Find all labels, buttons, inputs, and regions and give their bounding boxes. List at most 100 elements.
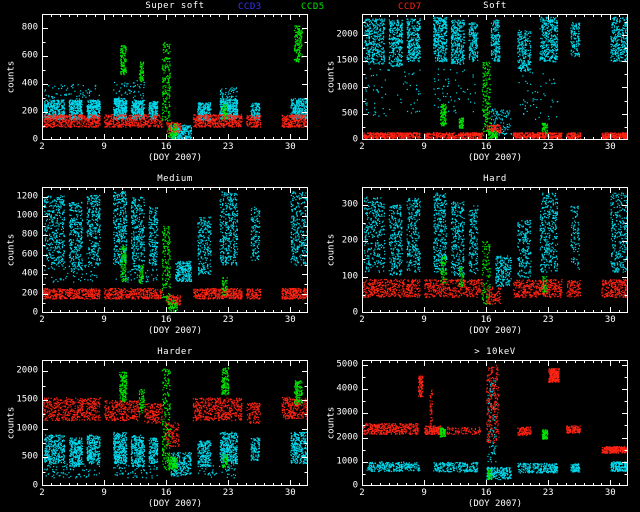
x-tick-label: 2 (39, 315, 45, 325)
y-tick-label: 100 (341, 271, 358, 282)
y-tick-label: 800 (21, 22, 38, 33)
scatter-canvas-harder (42, 360, 308, 486)
y-axis-label-text: counts (6, 233, 17, 267)
x-tick-label: 16 (480, 315, 492, 325)
legend-label-ccd7: CCD7 (398, 2, 422, 12)
y-tick-label: 600 (21, 249, 38, 260)
scatter-canvas-soft (362, 14, 628, 140)
x-tick-label: 30 (284, 142, 296, 152)
panel-title-medium: Medium (157, 174, 193, 184)
y-tick-label: 2000 (16, 365, 38, 376)
y-tick-label: 0 (32, 134, 38, 145)
x-tick-label: 23 (222, 142, 234, 152)
y-tick-label: 1000 (16, 210, 38, 221)
scatter-canvas-super-soft (42, 14, 308, 140)
y-tick-label: 4000 (336, 383, 358, 394)
x-tick-label: 16 (160, 142, 172, 152)
x-tick-label: 2 (359, 142, 365, 152)
y-tick-label: 0 (32, 307, 38, 318)
x-tick-label: 30 (604, 315, 616, 325)
y-tick-label: 200 (21, 106, 38, 117)
scatter-canvas-hard (362, 187, 628, 313)
panel-medium: Medium counts (DOY 2007) 2 9 16 23 30 0 200 400… (6, 174, 308, 336)
y-tick-label: 2000 (336, 432, 358, 443)
y-axis-label: counts (6, 360, 16, 486)
scatter-canvas-gt10kev (362, 360, 628, 486)
x-tick-label: 9 (101, 315, 107, 325)
x-tick-label: 9 (101, 142, 107, 152)
panel-super-soft: Super soft counts (DOY 2007) 2 9 16 23 30 0 20… (6, 1, 308, 163)
y-axis-label: counts (326, 187, 336, 313)
y-axis-label: counts (326, 360, 336, 486)
panel-title-hard: Hard (483, 174, 507, 184)
x-tick-label: 9 (421, 142, 427, 152)
legend-label-ccd5: CCD5 (301, 2, 325, 12)
x-tick-label: 16 (480, 488, 492, 498)
y-tick-label: 0 (352, 480, 358, 491)
x-axis-label: (DOY 2007) (147, 153, 203, 163)
panel-harder: Harder counts (DOY 2007) 2 9 16 23 30 0 500 100… (6, 347, 308, 509)
x-axis-label: (DOY 2007) (467, 499, 523, 509)
y-tick-label: 1500 (16, 394, 38, 405)
x-axis-label: (DOY 2007) (467, 326, 523, 336)
y-axis-label-text: counts (326, 233, 337, 267)
y-tick-label: 0 (352, 134, 358, 145)
y-axis-label-text: counts (6, 406, 17, 440)
legend-label-ccd3: CCD3 (238, 2, 262, 12)
x-tick-label: 2 (359, 488, 365, 498)
y-tick-label: 2000 (336, 29, 358, 40)
x-tick-label: 2 (359, 315, 365, 325)
x-tick-label: 23 (542, 142, 554, 152)
y-tick-label: 0 (352, 307, 358, 318)
x-tick-label: 30 (604, 488, 616, 498)
y-tick-label: 1500 (336, 55, 358, 66)
x-axis-label: (DOY 2007) (147, 499, 203, 509)
y-tick-label: 200 (341, 235, 358, 246)
y-tick-label: 1000 (16, 423, 38, 434)
x-tick-label: 2 (39, 488, 45, 498)
y-axis-label-text: counts (326, 60, 337, 94)
x-tick-label: 23 (542, 315, 554, 325)
y-tick-label: 400 (21, 268, 38, 279)
y-tick-label: 0 (32, 480, 38, 491)
panel-title-soft: Soft (483, 1, 507, 11)
y-tick-label: 400 (21, 78, 38, 89)
x-tick-label: 30 (284, 488, 296, 498)
x-axis-label: (DOY 2007) (147, 326, 203, 336)
y-tick-label: 600 (21, 50, 38, 61)
x-tick-label: 30 (284, 315, 296, 325)
panel-title-super-soft: Super soft (145, 1, 205, 11)
y-tick-label: 1200 (16, 191, 38, 202)
x-tick-label: 23 (222, 488, 234, 498)
scatter-canvas-medium (42, 187, 308, 313)
x-tick-label: 23 (222, 315, 234, 325)
y-tick-label: 800 (21, 229, 38, 240)
x-axis-label: (DOY 2007) (467, 153, 523, 163)
x-tick-label: 23 (542, 488, 554, 498)
panel-title-gt10kev: > 10keV (474, 347, 516, 357)
x-tick-label: 16 (160, 488, 172, 498)
x-tick-label: 9 (421, 488, 427, 498)
y-axis-label-text: counts (6, 60, 17, 94)
y-tick-label: 1000 (336, 82, 358, 92)
x-tick-label: 16 (160, 315, 172, 325)
x-tick-label: 16 (480, 142, 492, 152)
panel-gt10kev: > 10keV counts (DOY 2007) 2 9 16 23 30 0 1000 2… (326, 347, 628, 509)
y-axis-label: counts (6, 14, 16, 140)
x-tick-label: 30 (604, 142, 616, 152)
x-tick-label: 2 (39, 142, 45, 152)
y-axis-label: counts (6, 187, 16, 313)
x-tick-label: 9 (421, 315, 427, 325)
x-tick-label: 9 (101, 488, 107, 498)
y-tick-label: 1000 (336, 456, 358, 467)
y-tick-label: 300 (341, 199, 358, 210)
y-axis-label-text: counts (326, 406, 337, 440)
y-tick-label: 5000 (336, 359, 358, 370)
panel-hard: Hard counts (DOY 2007) 2 9 16 23 30 0 100 200 30… (326, 174, 628, 336)
panel-title-harder: Harder (157, 347, 193, 357)
y-tick-label: 200 (21, 288, 38, 299)
y-axis-label: counts (326, 14, 336, 140)
y-tick-label: 3000 (336, 407, 358, 418)
y-tick-label: 500 (21, 451, 38, 462)
